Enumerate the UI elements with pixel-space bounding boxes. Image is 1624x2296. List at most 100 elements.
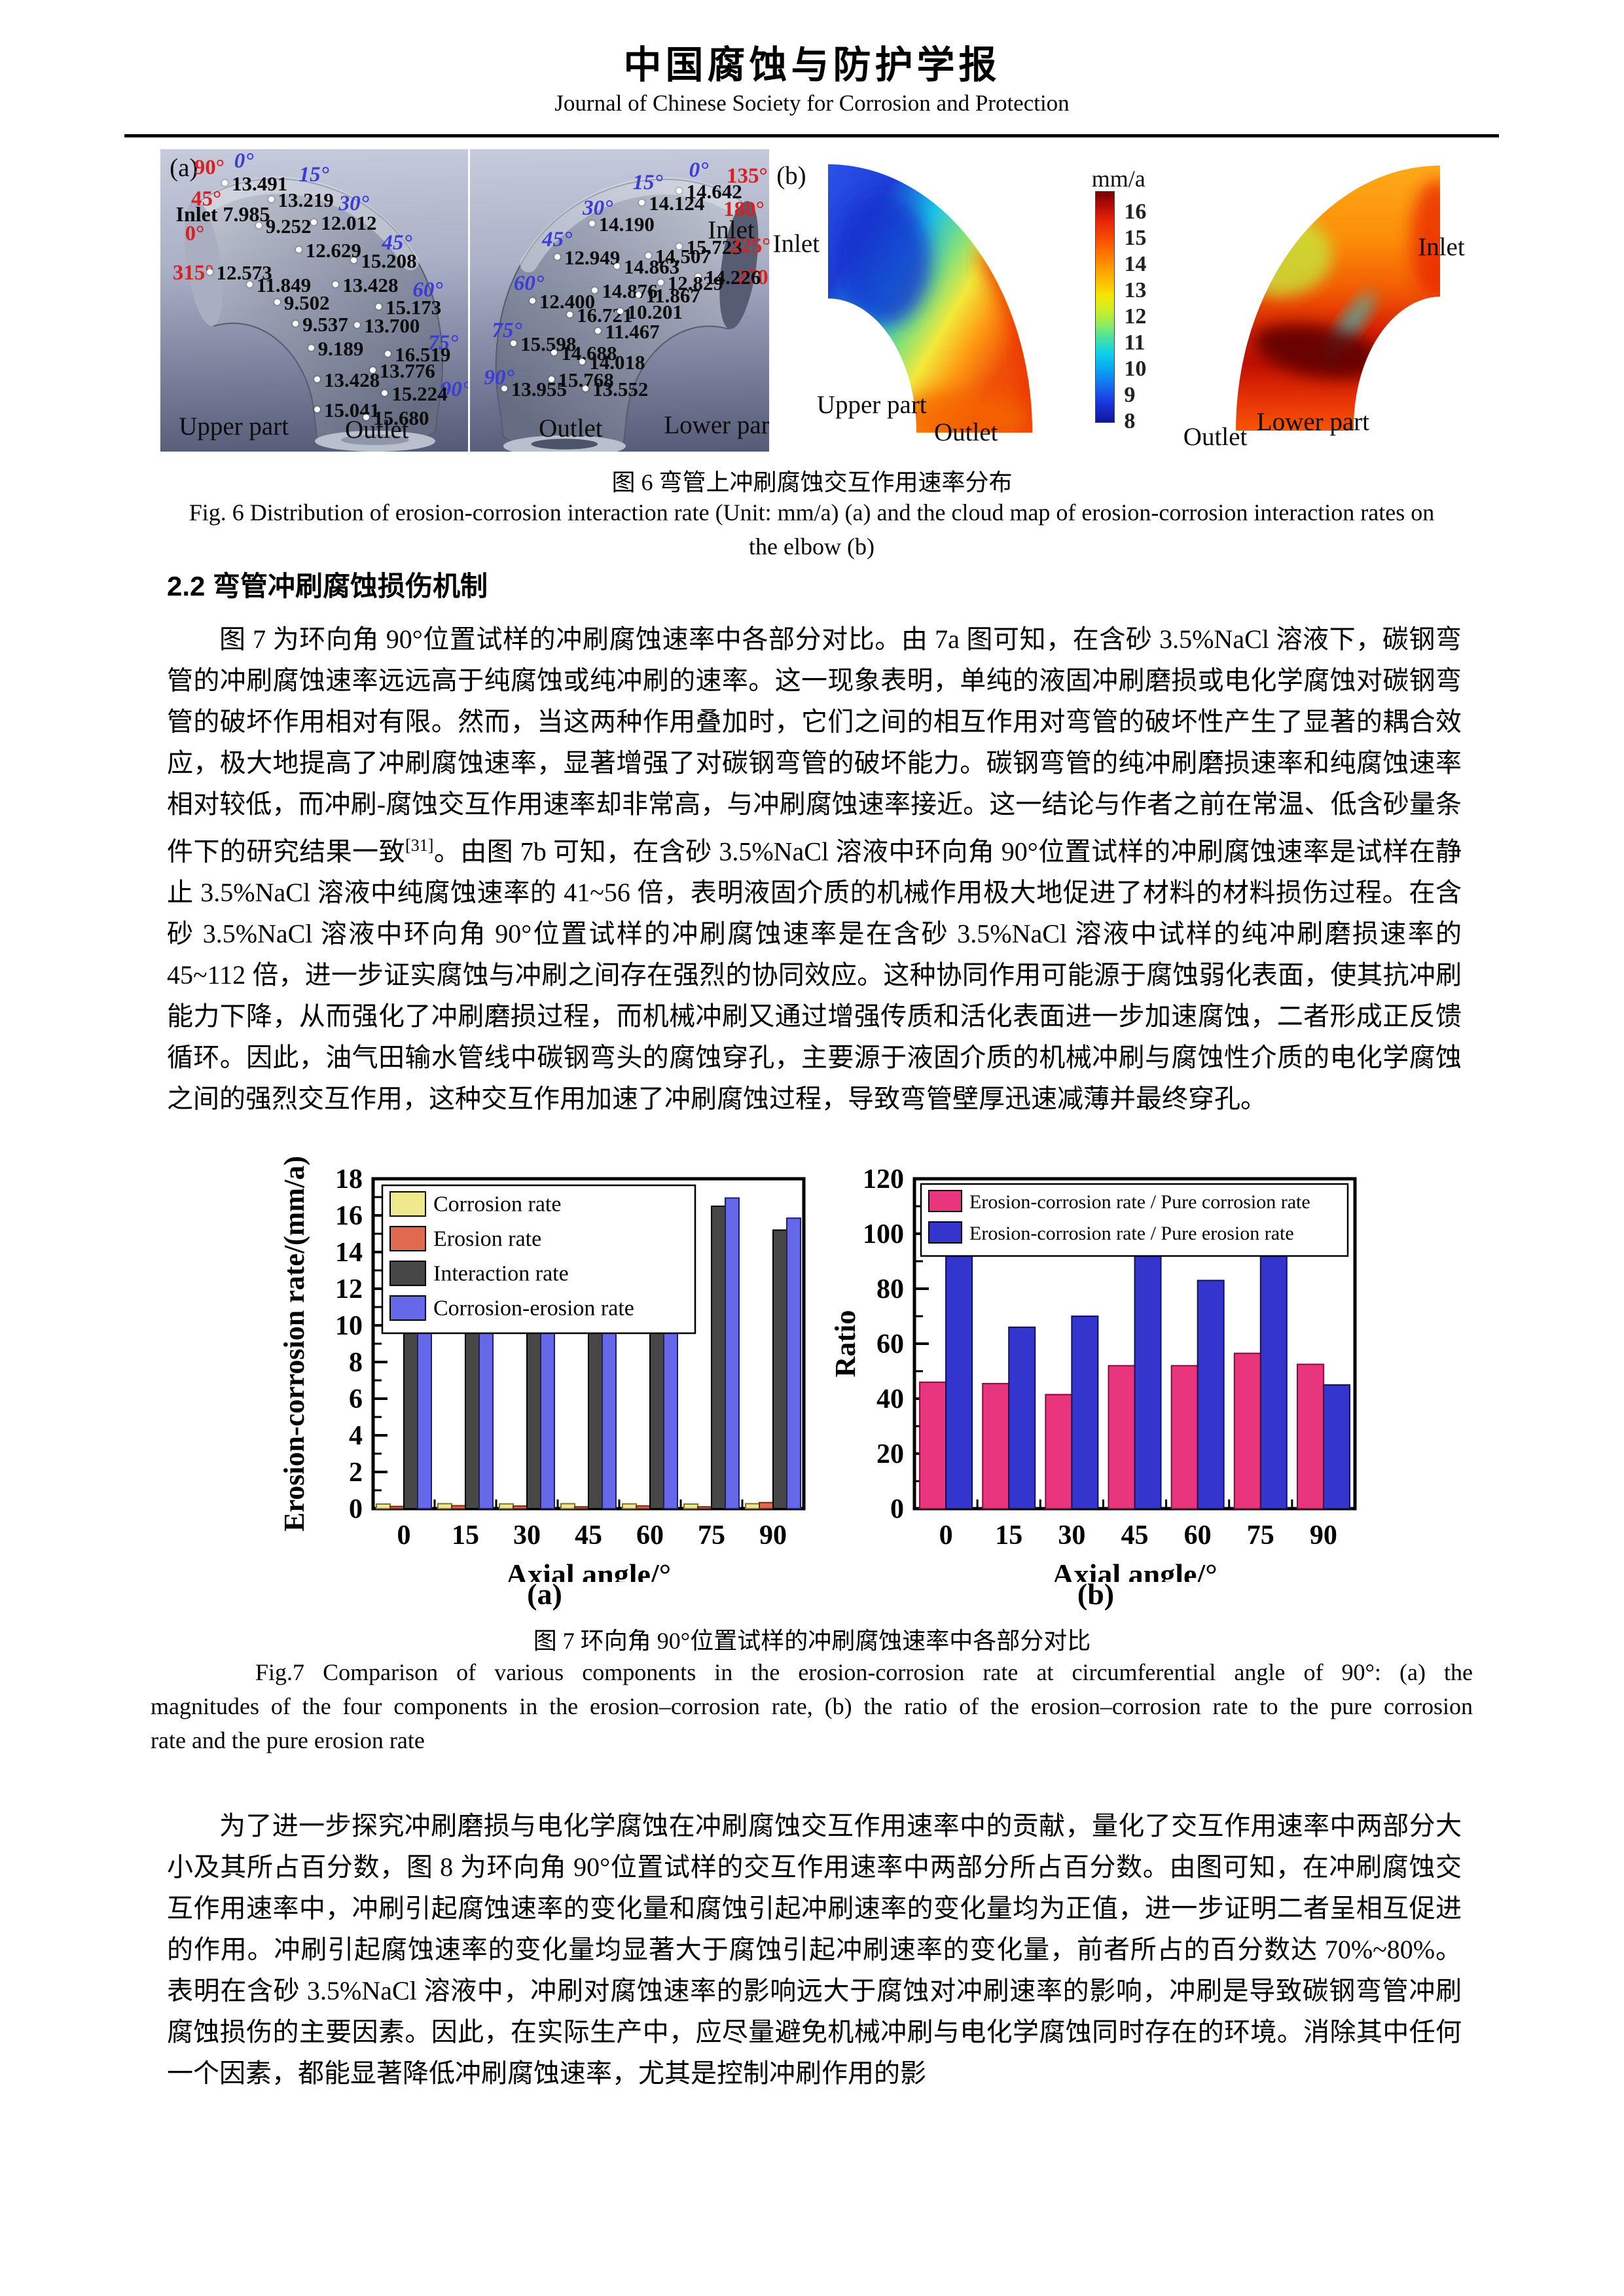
svg-text:15: 15 (452, 1520, 479, 1551)
svg-text:60: 60 (636, 1520, 664, 1551)
data-point-value: 9.252 (256, 216, 312, 236)
svg-text:8: 8 (349, 1348, 363, 1378)
angle-label: 180° (723, 198, 765, 222)
figure-label: Outlet (345, 415, 409, 444)
svg-text:Axial angle/°: Axial angle/° (1052, 1558, 1217, 1582)
figure6a-lower-elbow-image: 0° 135° 14.642 15° 14.124 180° 30° 14.190 Inlet 4… (470, 149, 783, 452)
svg-text:120: 120 (863, 1164, 904, 1194)
svg-text:75: 75 (1247, 1520, 1274, 1551)
svg-text:Erosion-corrosion rate/(mm/a): Erosion-corrosion rate/(mm/a) (278, 1156, 310, 1532)
svg-text:16: 16 (335, 1201, 363, 1231)
journal-title-zh: 中国腐蚀与防护学报 (623, 44, 1001, 86)
data-point-value: 15.208 (351, 251, 416, 271)
paragraph-1-text: 图 7 为环向角 90°位置试样的冲刷腐蚀速率中各部分对比。由 7a 图可知，在… (167, 624, 1462, 867)
colorbar-tick: 12 (1124, 304, 1147, 329)
data-point-value: 13.955 (501, 379, 567, 399)
angle-label: 15° (632, 170, 663, 194)
cloud-map-upper (828, 164, 1032, 433)
data-point-value: 9.537 (293, 314, 348, 334)
svg-text:Erosion-corrosion rate / Pure: Erosion-corrosion rate / Pure corrosion … (969, 1191, 1310, 1213)
svg-text:Interaction rate: Interaction rate (433, 1262, 569, 1286)
colorbar-tick: 13 (1124, 278, 1147, 302)
data-point-value: 12.949 (554, 247, 620, 268)
svg-text:0: 0 (890, 1494, 904, 1524)
figure6-caption-en-line1: Fig. 6 Distribution of erosion-corrosion… (189, 499, 1435, 526)
data-point-value: 13.428 (333, 275, 398, 295)
svg-text:90: 90 (1310, 1520, 1337, 1551)
cloud-map-lower (1236, 166, 1440, 431)
figure6b-cloud-panel: mm/a 16 15 14 13 12 11 10 9 8 (769, 149, 1502, 453)
figure-label: Lower part (664, 410, 777, 439)
figure7b-chart: 0 20 40 60 80 100 120 0 15 30 45 60 75 90 Erosion-corr… (826, 1155, 1365, 1611)
section-heading: 2.2 弯管冲刷腐蚀损伤机制 (167, 571, 488, 601)
figure-label: Upper part (816, 391, 927, 420)
colorbar-tick: 16 (1124, 199, 1147, 224)
figure-label: Outlet (934, 418, 998, 446)
figure-label: (b) (776, 161, 806, 190)
figure7a-sublabel: (a) (527, 1577, 562, 1611)
figure-label: Outlet (539, 414, 603, 442)
colorbar-tick: 14 (1124, 251, 1147, 276)
svg-text:15: 15 (995, 1520, 1022, 1551)
colorbar-gradient (1095, 191, 1115, 423)
svg-text:80: 80 (876, 1274, 904, 1304)
svg-text:12: 12 (335, 1274, 363, 1304)
figure7b-sublabel: (b) (1077, 1577, 1115, 1611)
figure6a-upper-elbow-image: (a) 90° 0° 13.491 15° 13.219 45° Inlet 7.985 30°… (160, 149, 468, 452)
figure6: (a) 90° 0° 13.491 15° 13.219 45° Inlet 7.985 30°… (160, 149, 1502, 453)
data-point-value: 13.552 (583, 379, 648, 399)
figure-label: Upper part (179, 412, 289, 441)
svg-text:2: 2 (349, 1458, 363, 1488)
figure7-caption-en-line2: magnitudes of the four components in the… (151, 1693, 1473, 1719)
data-point-value: 13.219 (268, 190, 334, 210)
data-point-value: 15.680 (363, 408, 429, 428)
data-point-value: 13.428 (314, 370, 380, 390)
figure7-caption-zh: 图 7 环向角 90°位置试样的冲刷腐蚀速率中各部分对比 (533, 1628, 1091, 1654)
svg-text:100: 100 (863, 1219, 904, 1249)
bar-chart-rates: 0 2 4 6 8 10 12 14 16 18 0 15 30 45 60 75 90 Corrosion ra… (278, 1156, 806, 1582)
figure6-caption-en-line2: the elbow (b) (749, 533, 875, 560)
reference-31: [31] (405, 836, 434, 855)
svg-text:30: 30 (1058, 1520, 1085, 1551)
svg-text:Axial angle/°: Axial angle/° (506, 1558, 671, 1582)
svg-text:60: 60 (1184, 1520, 1212, 1551)
figure-label: Inlet 7.985 (175, 202, 270, 226)
svg-text:75: 75 (698, 1520, 725, 1551)
figure-label: Lower part (1256, 407, 1369, 436)
svg-text:45: 45 (1121, 1520, 1149, 1551)
svg-text:Corrosion-erosion rate: Corrosion-erosion rate (433, 1297, 634, 1321)
svg-text:Ratio: Ratio (829, 1310, 861, 1378)
data-point-value: 10.201 (617, 302, 683, 322)
angle-label: 225° (729, 234, 771, 258)
data-point-value: 9.189 (308, 338, 364, 359)
figure-label: Inlet (772, 230, 820, 259)
data-point-value: 14.190 (589, 214, 655, 234)
colorbar-tick: 15 (1124, 225, 1147, 250)
angle-label: 30° (338, 191, 369, 215)
header-rule (124, 134, 1499, 137)
svg-text:30: 30 (513, 1520, 541, 1551)
svg-text:Erosion rate: Erosion rate (433, 1227, 541, 1251)
figure-label: Inlet (1418, 232, 1465, 261)
angle-label: 0° (689, 158, 709, 183)
svg-text:Corrosion rate: Corrosion rate (433, 1193, 561, 1217)
figure-label: Outlet (1183, 422, 1248, 451)
angle-label: 90° (194, 155, 225, 179)
figure7a-chart: 0 2 4 6 8 10 12 14 16 18 0 15 30 45 60 75 90 Corrosion ra… (275, 1155, 814, 1611)
colorbar-tick: 11 (1124, 330, 1146, 355)
svg-text:20: 20 (876, 1439, 904, 1469)
bar-chart-ratio: 0 20 40 60 80 100 120 0 15 30 45 60 75 90 Erosion-corr… (829, 1164, 1357, 1582)
colorbar: 16 15 14 13 12 11 10 9 8 (1095, 191, 1167, 433)
figure-label: (a) (170, 154, 198, 183)
journal-title-en: Journal of Chinese Society for Corrosion… (554, 90, 1070, 116)
data-point-value: 9.502 (274, 293, 330, 313)
data-point-value: 14.124 (639, 193, 704, 213)
angle-label: 0° (234, 149, 254, 173)
svg-text:18: 18 (335, 1164, 363, 1194)
data-point-value: 11.467 (595, 321, 660, 342)
data-point-value: 13.700 (354, 315, 420, 336)
paragraph-1: 图 7 为环向角 90°位置试样的冲刷腐蚀速率中各部分对比。由 7a 图可知，在… (167, 619, 1462, 1119)
svg-text:Erosion-corrosion rate / Pure: Erosion-corrosion rate / Pure erosion ra… (969, 1223, 1294, 1244)
figure7-caption-en-line3: rate and the pure erosion rate (151, 1727, 425, 1753)
